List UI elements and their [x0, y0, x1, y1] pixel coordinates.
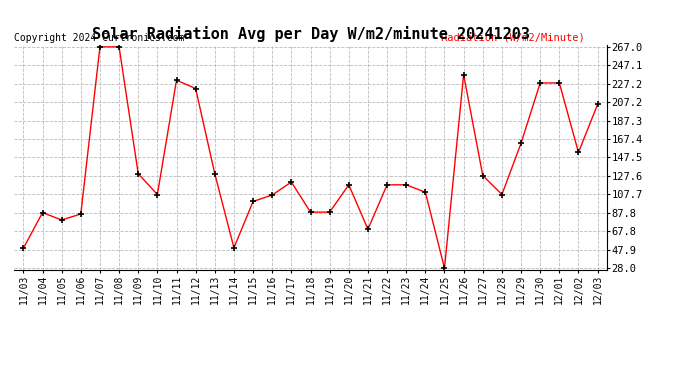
Text: Copyright 2024 Curtronics.com: Copyright 2024 Curtronics.com — [14, 33, 185, 43]
Title: Solar Radiation Avg per Day W/m2/minute 20241203: Solar Radiation Avg per Day W/m2/minute … — [92, 27, 529, 42]
Text: Radiation (W/m2/Minute): Radiation (W/m2/Minute) — [441, 33, 585, 43]
